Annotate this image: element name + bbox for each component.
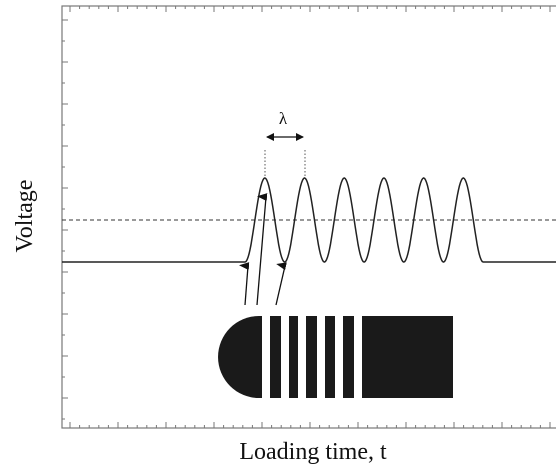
lambda-label: λ — [279, 109, 288, 128]
arrow — [239, 262, 250, 306]
voltage-signal — [62, 177, 556, 263]
specimen — [218, 316, 453, 398]
arrow — [256, 193, 268, 306]
x-axis-label: Loading time, t — [239, 439, 387, 465]
tick-marks — [62, 6, 551, 428]
arrow — [275, 262, 287, 306]
plot-frame — [61, 5, 556, 429]
y-axis-label: Voltage — [12, 180, 38, 253]
